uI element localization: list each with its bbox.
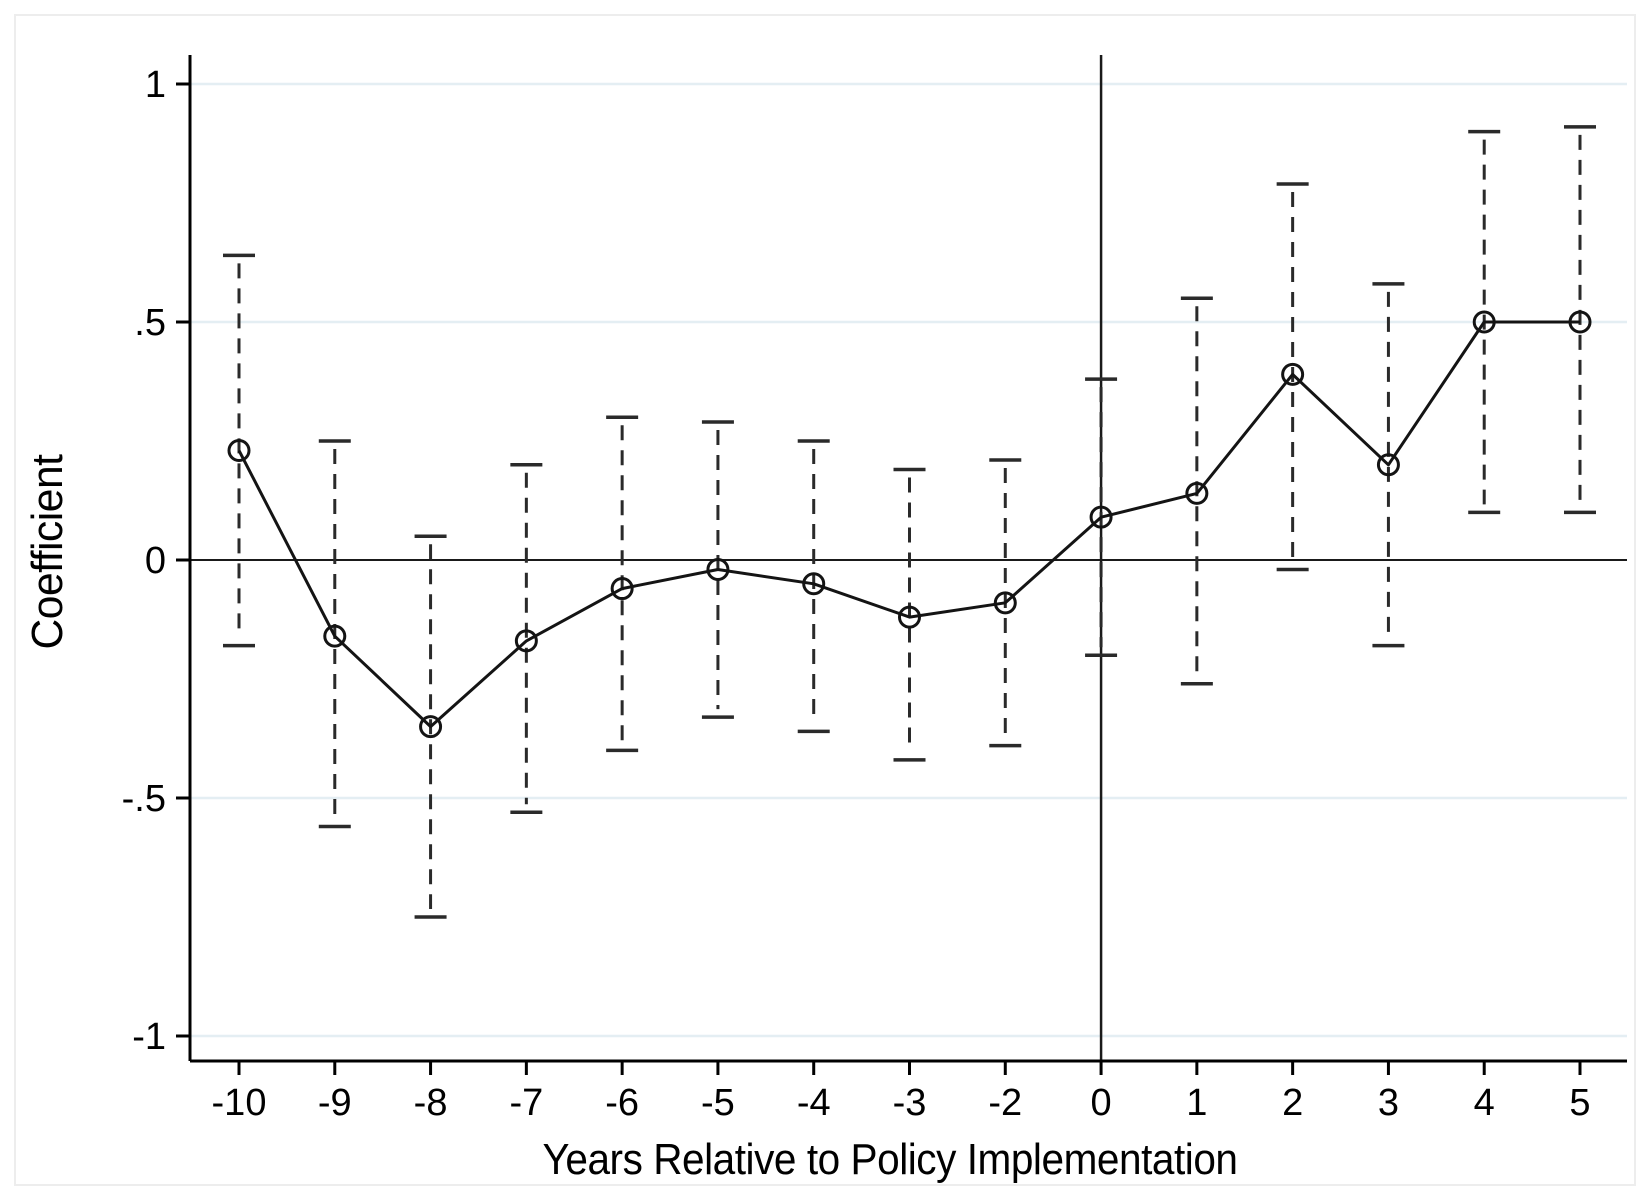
- data-point--4: [802, 572, 826, 596]
- y-tick-label-1: 1: [145, 64, 166, 106]
- x-tick-label--10: -10: [212, 1082, 267, 1124]
- data-point--6: [610, 577, 634, 601]
- x-tick-label--7: -7: [509, 1082, 543, 1124]
- y-tick-label-0.5: .5: [134, 302, 166, 344]
- data-point-5: [1568, 310, 1592, 334]
- data-point-0: [1089, 505, 1113, 529]
- data-points: [227, 310, 1592, 739]
- x-tick-label-5: 5: [1569, 1082, 1590, 1124]
- x-axis-title: Years Relative to Policy Implementation: [543, 1135, 1238, 1184]
- y-tick-label--1: -1: [132, 1016, 166, 1058]
- axes: 1 .5 0 -.5 -1 -10 -9 -8 -7 -6 -5 -4 -3 -2 0 1 2 3 4 5: [122, 55, 1627, 1124]
- data-point--9: [323, 624, 347, 648]
- x-tick-label--2: -2: [988, 1082, 1022, 1124]
- x-tick-label-3: 3: [1378, 1082, 1399, 1124]
- x-tick-label--9: -9: [318, 1082, 352, 1124]
- coefficient-line: [237, 320, 1580, 729]
- series-line: [237, 320, 1580, 729]
- y-axis-title: Coefficient: [23, 454, 72, 649]
- x-tick-label-0: 0: [1091, 1082, 1112, 1124]
- x-tick-label-1: 1: [1186, 1082, 1207, 1124]
- y-tick-label-0: 0: [145, 540, 166, 582]
- x-tick-label--4: -4: [797, 1082, 831, 1124]
- data-point--3: [898, 605, 921, 629]
- data-point--8: [419, 715, 443, 739]
- x-tick-label--5: -5: [701, 1082, 735, 1124]
- data-point-1: [1185, 481, 1209, 505]
- x-tick-label--3: -3: [893, 1082, 927, 1124]
- data-point-3: [1376, 453, 1400, 477]
- x-tick-label-4: 4: [1474, 1082, 1495, 1124]
- x-tick-label-2: 2: [1282, 1082, 1303, 1124]
- data-point-4: [1472, 310, 1496, 334]
- y-tick-label--0.5: -.5: [122, 778, 166, 820]
- data-point--7: [514, 629, 538, 653]
- data-point--5: [706, 558, 730, 582]
- x-tick-label--6: -6: [605, 1082, 639, 1124]
- confidence-intervals: [223, 125, 1596, 919]
- data-point-2: [1281, 362, 1305, 386]
- x-tick-label--8: -8: [414, 1082, 448, 1124]
- data-point--2: [993, 591, 1017, 615]
- data-point--10: [227, 439, 251, 463]
- graph-outer-frame: [14, 14, 1636, 1186]
